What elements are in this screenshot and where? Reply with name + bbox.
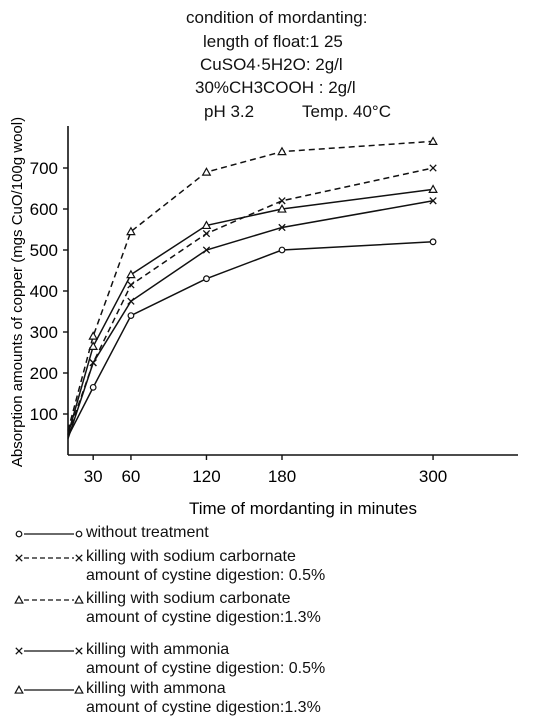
data-point — [201, 220, 212, 230]
chart-plot: 100 200 300 400 500 600 700 30 60 120 180 300 Absor… — [9, 117, 518, 518]
legend-label-s5: killing with ammona — [86, 680, 226, 697]
data-point — [15, 647, 23, 655]
data-point — [127, 281, 135, 289]
data-point — [75, 647, 83, 655]
data-point — [89, 359, 97, 367]
condition-float: length of float:1 25 — [203, 32, 343, 51]
data-point — [278, 197, 286, 205]
data-point — [14, 594, 24, 604]
series-line — [67, 188, 434, 435]
legend-symbol-s3 — [14, 594, 84, 604]
legend-label-s4: killing with ammonia — [86, 641, 230, 658]
series-line — [67, 167, 434, 435]
legend-sublabel-s5: amount of cystine digestion:1.3% — [86, 699, 321, 716]
data-point — [88, 341, 98, 350]
x-axis-label: Time of mordanting in minutes — [189, 499, 417, 518]
data-point — [428, 136, 438, 145]
data-point — [278, 246, 286, 254]
data-point — [127, 312, 135, 320]
x-tick-label: 60 — [121, 467, 140, 486]
data-point — [15, 530, 23, 538]
data-point — [74, 594, 84, 604]
x-tick-label: 120 — [192, 467, 220, 486]
data-point — [203, 275, 210, 283]
series-line — [67, 241, 434, 437]
y-tick-label: 600 — [30, 200, 58, 219]
legend-label-s2: killing with sodium carbornate — [86, 548, 296, 565]
chart-series — [67, 136, 438, 439]
legend-symbol-s1 — [15, 530, 83, 538]
data-point — [126, 269, 136, 279]
data-point — [74, 684, 84, 694]
condition-acetic-acid: 30%CH3COOH : 2g/l — [195, 78, 356, 97]
legend-symbol-s5 — [14, 684, 84, 694]
y-tick-label: 700 — [30, 159, 58, 178]
legend-symbol-s4 — [15, 647, 83, 655]
y-tick-label: 300 — [30, 323, 58, 342]
series-s4 — [67, 197, 437, 439]
x-tick-label: 300 — [419, 467, 447, 486]
chart-axes: 100 200 300 400 500 600 700 30 60 120 180 300 — [30, 126, 518, 486]
legend-sublabel-s2: amount of cystine digestion: 0.5% — [86, 567, 326, 584]
condition-temp: Temp. 40°C — [302, 102, 392, 121]
legend-label-s3: killing with sodium carbonate — [86, 590, 291, 607]
data-point — [14, 684, 24, 694]
condition-cuso4: CuSO4·5H2O: 2g/l — [200, 55, 343, 74]
series-s2 — [67, 164, 437, 435]
series-s3 — [67, 136, 438, 431]
mordanting-conditions: condition of mordanting: length of float… — [0, 0, 536, 130]
series-line — [67, 140, 434, 431]
data-point — [88, 331, 98, 340]
legend-sublabel-s4: amount of cystine digestion: 0.5% — [86, 660, 326, 677]
y-tick-label: 400 — [30, 282, 58, 301]
y-tick-label: 500 — [30, 241, 58, 260]
series-s5 — [67, 184, 438, 435]
data-point — [429, 197, 437, 205]
data-point — [429, 238, 437, 246]
data-point — [15, 554, 23, 562]
legend-label-s1: without treatment — [86, 524, 209, 541]
data-point — [202, 229, 211, 238]
data-point — [277, 203, 287, 213]
data-point — [202, 246, 211, 254]
data-point — [201, 167, 212, 176]
data-point — [428, 184, 438, 193]
data-point — [277, 146, 287, 156]
legend-symbol-s2 — [15, 554, 83, 562]
data-point — [278, 223, 286, 232]
data-point — [75, 530, 83, 538]
data-point — [89, 383, 97, 391]
data-point — [127, 297, 135, 305]
data-point — [75, 554, 83, 562]
conditions-title: condition of mordanting: — [186, 8, 368, 27]
data-point — [126, 226, 136, 236]
series-line — [67, 200, 434, 439]
y-tick-label: 100 — [30, 405, 58, 424]
series-s1 — [67, 238, 437, 437]
y-tick-label: 200 — [30, 364, 58, 383]
data-point — [429, 164, 437, 172]
y-axis-label: Absorption amounts of copper (mgs CuO/10… — [9, 117, 26, 467]
condition-ph: pH 3.2 — [204, 102, 255, 121]
x-tick-label: 180 — [268, 467, 296, 486]
x-tick-label: 30 — [84, 467, 103, 486]
legend-sublabel-s3: amount of cystine digestion:1.3% — [86, 609, 321, 626]
